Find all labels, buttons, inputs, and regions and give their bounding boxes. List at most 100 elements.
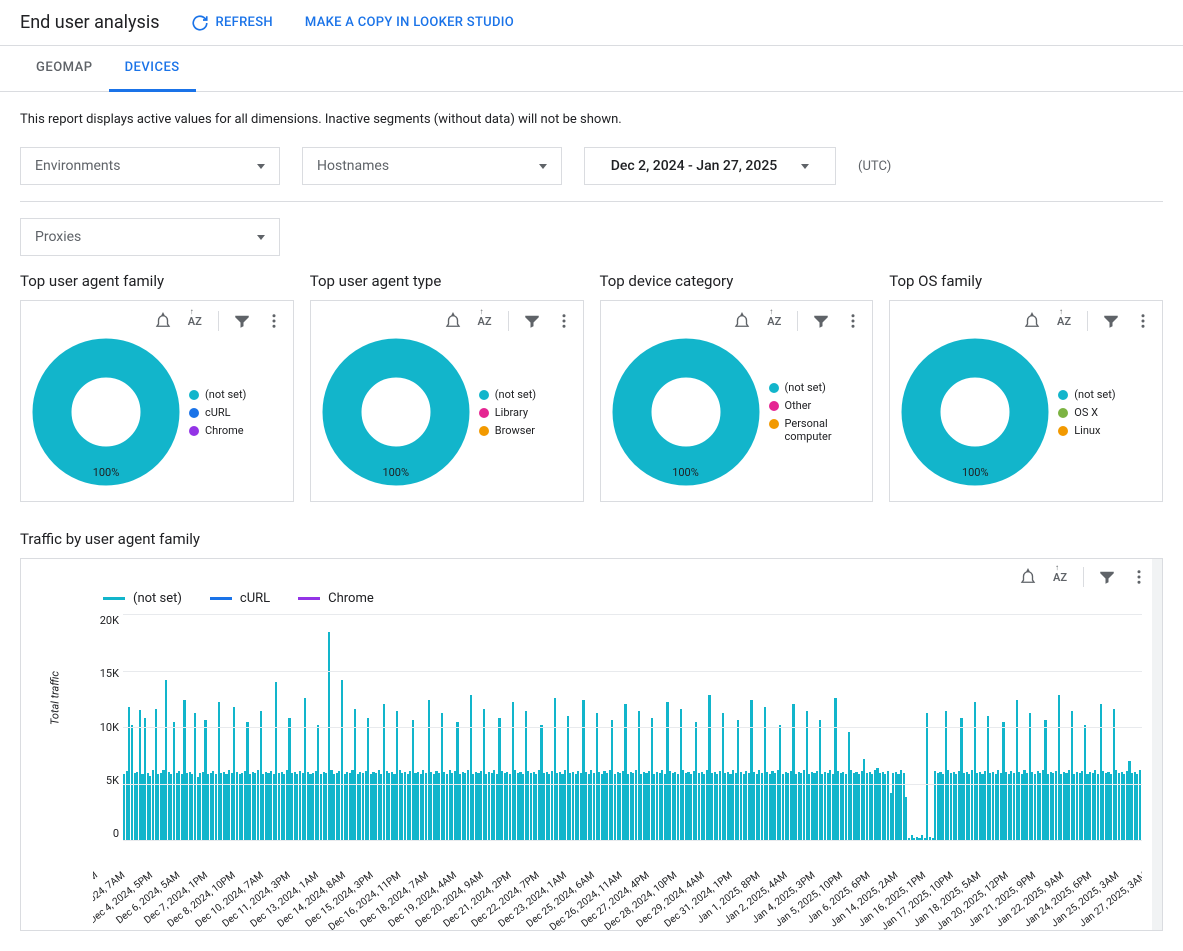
donut-percent: 100% <box>672 466 699 479</box>
legend-dot <box>769 383 779 393</box>
donut-title: Top user agent type <box>310 272 584 290</box>
legend-label: Chrome <box>205 424 244 437</box>
card-toolbar: A↑Z <box>611 309 863 337</box>
page-title: End user analysis <box>20 12 159 33</box>
traffic-section: Traffic by user agent family A↑Z (not se… <box>20 530 1163 931</box>
donut-section: Top user agent family A↑Z 100% (not set)… <box>20 272 294 502</box>
legend-dot <box>479 426 489 436</box>
filter-icon[interactable] <box>1102 312 1120 330</box>
traffic-legend-item: Chrome <box>298 591 374 606</box>
donut-section: Top device category A↑Z 100% (not set) O… <box>600 272 874 502</box>
chevron-down-icon <box>257 235 265 240</box>
legend-swatch <box>210 597 232 600</box>
donut-card: A↑Z 100% (not set) Other Personal comput… <box>600 300 874 502</box>
filter-icon[interactable] <box>523 312 541 330</box>
legend-swatch <box>103 597 125 600</box>
x-labels: c 2, 2024, 12AMDec 3, 2024, 7AMDec 4, 20… <box>93 866 1142 930</box>
chevron-down-icon <box>801 164 809 169</box>
legend-dot <box>479 408 489 418</box>
sort-az-icon[interactable]: A↑Z <box>1055 312 1073 330</box>
donut-chart: 100% <box>900 337 1050 487</box>
more-icon[interactable] <box>1130 568 1148 586</box>
card-toolbar: A↑Z <box>900 309 1152 337</box>
legend-item: cURL <box>189 406 246 419</box>
legend-dot <box>479 390 489 400</box>
filter-icon[interactable] <box>233 312 251 330</box>
bell-icon[interactable] <box>1023 312 1041 330</box>
donut-card: A↑Z 100% (not set) cURL Chrome <box>20 300 294 502</box>
donut-percent: 100% <box>962 466 989 479</box>
refresh-button[interactable]: REFRESH <box>191 14 272 32</box>
more-icon[interactable] <box>265 312 283 330</box>
page-header: End user analysis REFRESH MAKE A COPY IN… <box>0 0 1183 46</box>
proxies-dropdown[interactable]: Proxies <box>20 218 280 256</box>
divider <box>20 201 1163 202</box>
donut-section: Top OS family A↑Z 100% (not set) OS X Li… <box>889 272 1163 502</box>
legend-item: (not set) <box>1058 388 1115 401</box>
bell-icon[interactable] <box>1019 568 1037 586</box>
more-icon[interactable] <box>1134 312 1152 330</box>
more-icon[interactable] <box>844 312 862 330</box>
scrollbar[interactable] <box>1152 559 1162 930</box>
y-axis-label: Total traffic <box>49 671 62 725</box>
filter-icon[interactable] <box>812 312 830 330</box>
make-copy-button[interactable]: MAKE A COPY IN LOOKER STUDIO <box>305 15 514 30</box>
hostnames-dropdown[interactable]: Hostnames <box>302 147 562 185</box>
legend-label: Other <box>785 399 812 412</box>
legend-item: Library <box>479 406 536 419</box>
traffic-title: Traffic by user agent family <box>20 530 1163 548</box>
tab-geomap[interactable]: GEOMAP <box>20 46 109 91</box>
daterange-dropdown[interactable]: Dec 2, 2024 - Jan 27, 2025 <box>584 147 836 185</box>
legend-label: (not set) <box>133 591 182 606</box>
donut-legend: (not set) cURL Chrome <box>189 388 246 437</box>
sort-az-icon[interactable]: A↑Z <box>1051 568 1069 586</box>
legend-label: Library <box>495 406 528 419</box>
legend-dot <box>1058 426 1068 436</box>
donut-card: A↑Z 100% (not set) OS X Linux <box>889 300 1163 502</box>
environments-dropdown[interactable]: Environments <box>20 147 280 185</box>
legend-item: (not set) <box>479 388 536 401</box>
legend-item: Other <box>769 399 863 412</box>
sort-az-icon[interactable]: A↑Z <box>476 312 494 330</box>
donut-card: A↑Z 100% (not set) Library Browser <box>310 300 584 502</box>
legend-item: (not set) <box>769 381 863 394</box>
card-toolbar: A↑Z <box>321 309 573 337</box>
donut-percent: 100% <box>93 466 120 479</box>
legend-label: Linux <box>1074 424 1100 437</box>
legend-item: Browser <box>479 424 536 437</box>
legend-label: (not set) <box>205 388 246 401</box>
legend-label: OS X <box>1074 406 1098 419</box>
legend-label: Browser <box>495 424 535 437</box>
legend-label: cURL <box>240 591 270 606</box>
traffic-legend-item: (not set) <box>103 591 182 606</box>
donut-section: Top user agent type A↑Z 100% (not set) L… <box>310 272 584 502</box>
tabs: GEOMAP DEVICES <box>0 46 1183 92</box>
plot-area <box>123 614 1142 840</box>
donut-title: Top device category <box>600 272 874 290</box>
refresh-icon <box>191 14 209 32</box>
legend-dot <box>1058 408 1068 418</box>
y-ticks: 20K15K10K5K0 <box>83 614 119 840</box>
tab-devices[interactable]: DEVICES <box>109 46 196 92</box>
filter-row-1: Environments Hostnames Dec 2, 2024 - Jan… <box>20 147 1163 185</box>
sort-az-icon[interactable]: A↑Z <box>765 312 783 330</box>
legend-label: Chrome <box>328 591 374 606</box>
donut-legend: (not set) Other Personal computer <box>769 381 863 443</box>
bell-icon[interactable] <box>733 312 751 330</box>
legend-dot <box>189 390 199 400</box>
utc-label: (UTC) <box>858 159 891 174</box>
filter-icon[interactable] <box>1098 568 1116 586</box>
legend-dot <box>769 401 779 411</box>
legend-item: Personal computer <box>769 417 863 443</box>
bell-icon[interactable] <box>154 312 172 330</box>
donut-grid: Top user agent family A↑Z 100% (not set)… <box>20 272 1163 502</box>
traffic-toolbar: A↑Z <box>1019 567 1148 587</box>
chevron-down-icon <box>539 164 547 169</box>
legend-dot <box>769 419 779 429</box>
filter-row-2: Proxies <box>20 218 1163 256</box>
traffic-chart: Total traffic 20K15K10K5K0 <box>63 614 1150 866</box>
donut-chart: 100% <box>31 337 181 487</box>
more-icon[interactable] <box>555 312 573 330</box>
sort-az-icon[interactable]: A↑Z <box>186 312 204 330</box>
bell-icon[interactable] <box>444 312 462 330</box>
